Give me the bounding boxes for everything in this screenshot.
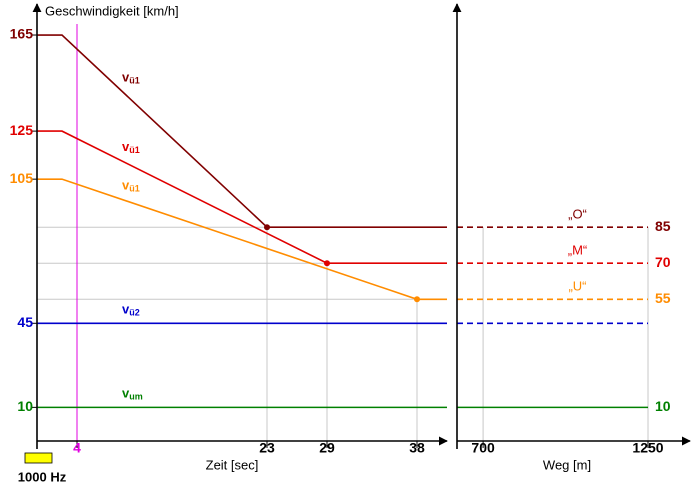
series-label-sub: ü2 xyxy=(129,308,140,318)
series-label-sub: um xyxy=(129,392,143,402)
series-label-main: v xyxy=(122,386,130,401)
y-tick-label: 165 xyxy=(10,26,34,42)
x-tick-label: 1250 xyxy=(632,440,663,456)
series-label-main: v xyxy=(122,139,130,154)
series-label: vü1 xyxy=(122,178,140,194)
series-label-sub: ü1 xyxy=(129,76,140,86)
y-tick-label: 45 xyxy=(17,314,33,330)
y-axis-title: Geschwindigkeit [km/h] xyxy=(45,3,179,18)
value-label: 55 xyxy=(655,290,671,306)
y-tick-label: 10 xyxy=(17,398,33,414)
series-label-sub: ü1 xyxy=(129,184,140,194)
series-label-main: v xyxy=(122,70,130,85)
series-line xyxy=(37,130,447,265)
series-label-sub: ü1 xyxy=(129,145,140,155)
series-label-main: v xyxy=(122,302,130,317)
signal-label: 1000 Hz xyxy=(18,469,67,484)
series-line xyxy=(37,34,447,229)
value-label: 10 xyxy=(655,398,671,414)
point xyxy=(324,260,330,267)
series-label-main: v xyxy=(122,178,130,193)
y-tick-label: 105 xyxy=(10,170,34,186)
x-tick-label: 23 xyxy=(259,440,275,456)
value-label: 70 xyxy=(655,254,671,270)
series-name: „U“ xyxy=(568,279,586,294)
x-tick-label: 700 xyxy=(471,440,495,456)
value-label: 85 xyxy=(655,218,671,234)
signal-box xyxy=(24,452,53,464)
point xyxy=(264,224,270,231)
series-label: vü1 xyxy=(122,139,140,155)
series-label: vum xyxy=(122,386,143,402)
point xyxy=(414,296,420,303)
y-tick-label: 125 xyxy=(10,122,34,138)
grid xyxy=(37,35,649,441)
series-name: „M“ xyxy=(568,243,588,258)
series-line xyxy=(37,178,447,301)
series-label: vü2 xyxy=(122,302,140,318)
x-axis-title: Zeit [sec] xyxy=(206,457,259,472)
x-tick-label: 4 xyxy=(73,440,81,456)
x-tick-label: 38 xyxy=(409,440,425,456)
series-name: „O“ xyxy=(568,207,587,222)
series-label: vü1 xyxy=(122,70,140,86)
axes: 4 23 29 38 10 45 105 125 165 1000 Hz 700 1250 xyxy=(10,3,691,484)
x-axis-title: Weg [m] xyxy=(543,457,591,472)
x-tick-label: 29 xyxy=(319,440,335,456)
